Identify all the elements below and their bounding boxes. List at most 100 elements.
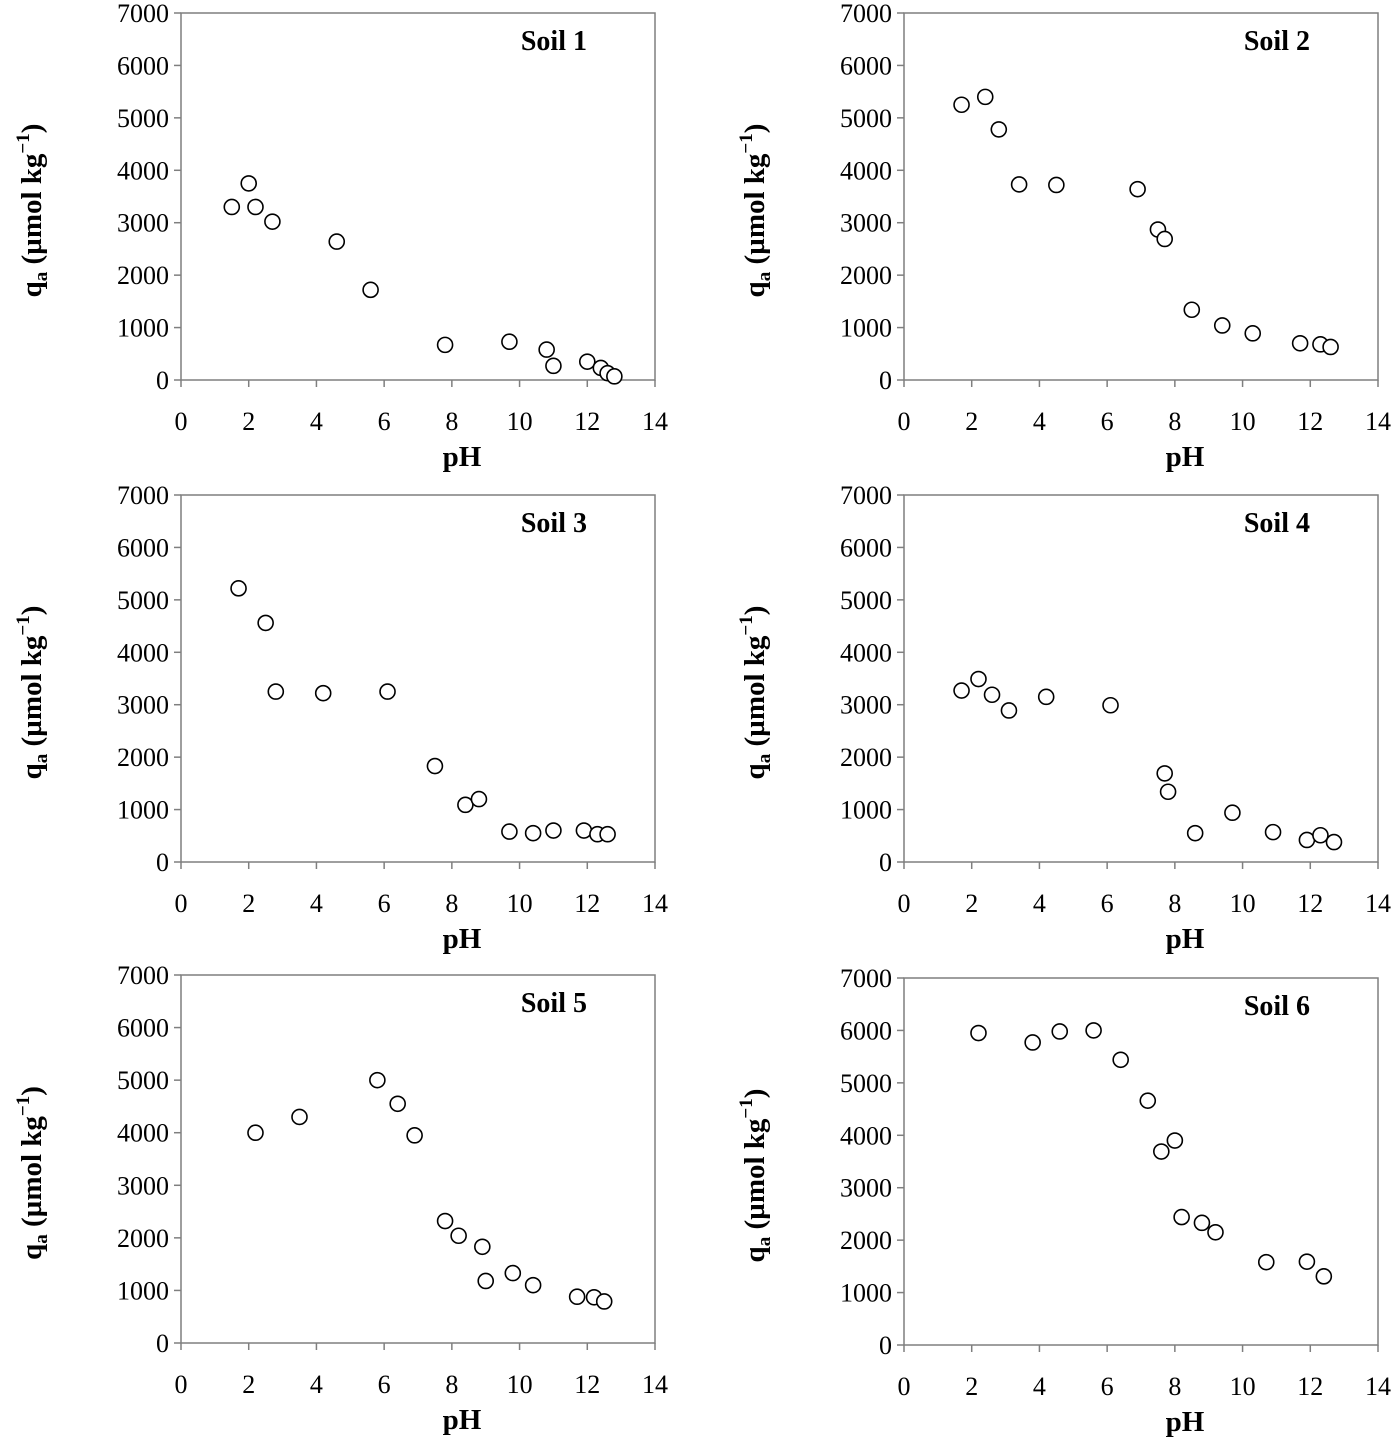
data-point-1 xyxy=(247,1124,264,1142)
y-axis-title-close: ) xyxy=(739,1089,771,1099)
panel-label: Soil 1 xyxy=(521,26,587,57)
y-tick-label: 1000 xyxy=(840,314,892,343)
data-point-6 xyxy=(436,1212,454,1230)
data-point-4 xyxy=(389,1095,406,1113)
data-point-7 xyxy=(1156,765,1173,782)
x-tick-label: 10 xyxy=(1230,889,1256,918)
y-axis-title-superscript: −1 xyxy=(13,615,34,635)
data-point-2 xyxy=(970,670,987,688)
y-tick-label: 4000 xyxy=(117,156,169,185)
y-axis-title-superscript: −1 xyxy=(13,1096,34,1116)
y-tick-label: 7000 xyxy=(840,0,892,28)
y-tick-label: 3000 xyxy=(840,691,892,720)
data-point-4 xyxy=(1000,702,1018,719)
y-axis-title-q: q xyxy=(739,281,771,297)
y-axis-title-close: ) xyxy=(16,124,48,134)
y-tick-label: 6000 xyxy=(117,1014,169,1043)
x-tick-label: 8 xyxy=(1168,889,1181,918)
y-tick-label: 4000 xyxy=(117,638,169,667)
plot-area xyxy=(903,12,1379,381)
x-tick-label: 0 xyxy=(898,889,911,918)
y-tick-label: 2000 xyxy=(840,1226,892,1255)
data-point-5 xyxy=(406,1127,423,1144)
x-tick-label: 4 xyxy=(310,889,323,918)
data-point-12 xyxy=(1291,334,1309,352)
chart-panel-2: 0 1000 2000 3000 4000 5000 6000 7000 0 2 4 6 8 10 12 14… xyxy=(736,0,1391,473)
y-tick-label: 7000 xyxy=(117,0,169,28)
x-tick-label: 12 xyxy=(1297,407,1323,436)
x-tick-label: 0 xyxy=(898,407,911,436)
data-point-9 xyxy=(1183,301,1201,319)
y-axis-title: qa (µmol kg−1) xyxy=(736,124,775,298)
y-axis-title-subscript: a xyxy=(31,1234,52,1244)
data-point-8 xyxy=(1159,783,1177,801)
y-axis-title-subscript: a xyxy=(754,1236,775,1246)
panel-label: Soil 6 xyxy=(1244,991,1310,1022)
y-axis-title: qa (µmol kg−1) xyxy=(736,606,775,780)
data-point-6 xyxy=(1129,180,1146,198)
y-axis-title-q: q xyxy=(16,763,48,779)
data-point-14 xyxy=(599,825,616,843)
data-point-11 xyxy=(1264,823,1282,841)
y-tick-label: 5000 xyxy=(840,104,892,133)
x-tick-label: 2 xyxy=(965,407,978,436)
y-tick-label: 0 xyxy=(879,366,892,395)
data-point-3 xyxy=(1051,1023,1069,1040)
data-point-3 xyxy=(369,1071,386,1089)
data-point-11 xyxy=(1244,325,1262,342)
panel-label: Soil 5 xyxy=(521,988,587,1019)
y-axis-title-q: q xyxy=(739,763,771,779)
data-point-1 xyxy=(953,96,970,114)
y-axis-title-subscript: a xyxy=(754,271,775,281)
y-axis-title-q: q xyxy=(16,1244,48,1260)
data-point-12 xyxy=(575,822,593,839)
y-axis-title: qa (µmol kg−1) xyxy=(13,606,52,780)
y-axis-title-superscript: −1 xyxy=(736,615,757,635)
data-point-5 xyxy=(1112,1051,1129,1069)
data-point-13 xyxy=(1312,826,1329,844)
data-point-9 xyxy=(1173,1208,1190,1226)
panel-label: Soil 3 xyxy=(521,508,587,539)
y-axis-title-subscript: a xyxy=(31,271,52,281)
data-point-14 xyxy=(595,1293,613,1310)
y-tick-label: 7000 xyxy=(117,961,169,990)
data-point-14 xyxy=(1315,1268,1333,1285)
x-tick-label: 0 xyxy=(175,1370,188,1399)
x-tick-label: 4 xyxy=(310,407,323,436)
y-tick-label: 2000 xyxy=(840,261,892,290)
x-tick-label: 6 xyxy=(1101,1372,1114,1401)
data-point-8 xyxy=(474,1238,491,1256)
x-axis-title: pH xyxy=(1166,1406,1205,1438)
data-point-4 xyxy=(314,684,332,702)
data-point-1 xyxy=(970,1024,987,1042)
data-point-10 xyxy=(1224,804,1241,822)
y-axis-title-q: q xyxy=(16,281,48,297)
data-point-1 xyxy=(953,682,970,699)
x-tick-label: 12 xyxy=(1297,889,1323,918)
y-tick-label: 3000 xyxy=(840,1174,892,1203)
y-axis-title-close: ) xyxy=(739,606,771,616)
x-tick-label: 2 xyxy=(965,889,978,918)
data-point-11 xyxy=(578,353,596,370)
data-point-6 xyxy=(426,757,444,775)
data-point-2 xyxy=(1024,1034,1041,1051)
x-tick-label: 8 xyxy=(445,1370,458,1399)
y-tick-label: 5000 xyxy=(117,586,169,615)
data-point-9 xyxy=(1186,824,1204,842)
y-tick-label: 2000 xyxy=(840,743,892,772)
data-point-5 xyxy=(379,683,396,700)
panel-label: Soil 2 xyxy=(1244,26,1310,57)
data-point-4 xyxy=(1010,176,1028,193)
x-tick-label: 0 xyxy=(175,407,188,436)
plot-area xyxy=(903,494,1379,863)
x-tick-label: 0 xyxy=(175,889,188,918)
y-tick-label: 7000 xyxy=(117,481,169,510)
data-point-5 xyxy=(1037,688,1055,706)
x-axis-title: pH xyxy=(443,441,482,473)
y-tick-label: 0 xyxy=(156,848,169,877)
y-tick-label: 6000 xyxy=(117,533,169,562)
y-tick-label: 1000 xyxy=(117,1276,169,1305)
data-point-7 xyxy=(457,796,474,814)
data-point-5 xyxy=(328,233,346,250)
y-axis-title: qa (µmol kg−1) xyxy=(13,124,52,298)
